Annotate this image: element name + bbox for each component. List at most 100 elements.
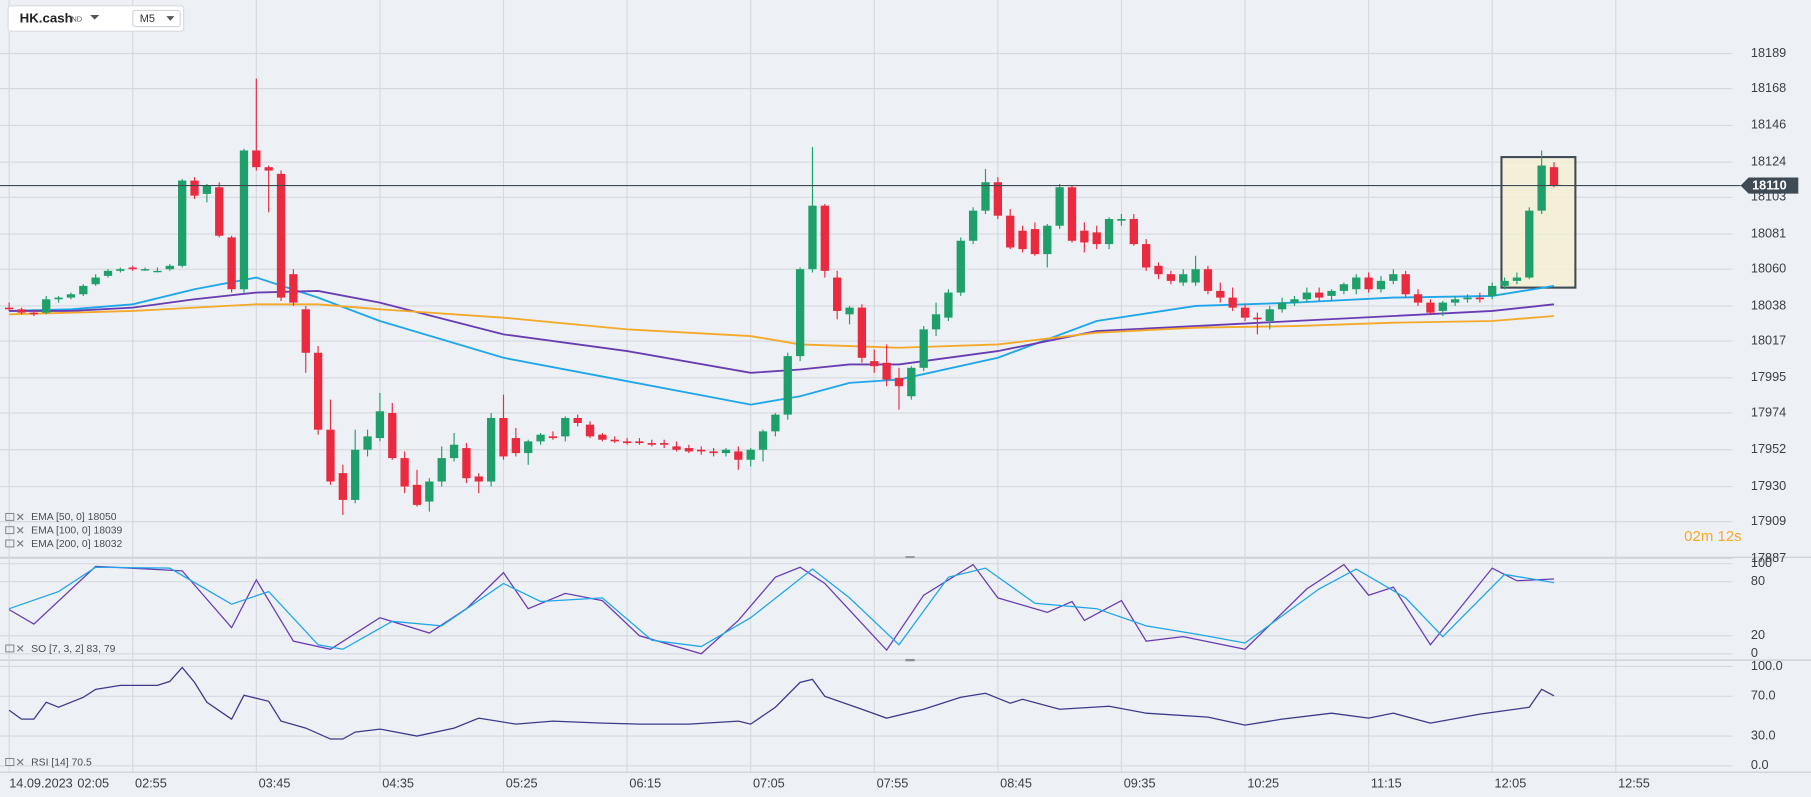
y-tick-label: 70.0: [1751, 689, 1776, 703]
candle-body: [1500, 280, 1509, 286]
market: IND: [69, 15, 82, 24]
candle-body: [795, 269, 805, 357]
indicator-line: [8, 563, 1555, 655]
candle-body: [536, 434, 545, 442]
y-tick-label: 17952: [1751, 442, 1786, 456]
candle-body: [153, 270, 162, 273]
legend-close: [16, 526, 24, 534]
candle-body: [1277, 302, 1287, 310]
candle-body: [264, 167, 273, 171]
candle-body: [734, 451, 743, 460]
indicator-line: [8, 666, 1555, 740]
candle-body: [1179, 274, 1188, 283]
candle-body: [1030, 229, 1040, 255]
candle-body: [91, 277, 100, 285]
candle-body: [227, 237, 236, 290]
candle-body: [79, 285, 88, 295]
legend-close: [16, 758, 24, 766]
candle-body: [1389, 274, 1398, 281]
candle-body: [622, 441, 632, 444]
y-tick-label: 18168: [1751, 81, 1786, 95]
candle-body: [1537, 165, 1546, 211]
candle-body: [1438, 302, 1447, 311]
candle-body: [672, 446, 681, 450]
y-tick-label: 18146: [1751, 118, 1786, 132]
candle-body: [29, 312, 39, 315]
candle-body: [215, 187, 224, 236]
candle-body: [1302, 292, 1311, 300]
candle-body: [1104, 219, 1114, 245]
candle-body: [907, 367, 916, 397]
candle-body: [326, 429, 335, 482]
candle-body: [598, 434, 607, 440]
legend-icon: [5, 758, 15, 766]
x-tick-label: 07:05: [753, 777, 785, 791]
candle-body: [709, 451, 718, 454]
candle-body: [1154, 265, 1163, 275]
candle-body: [313, 352, 323, 430]
legend-entry: EMA [100, 0] 18039: [31, 526, 122, 537]
candle-body: [116, 269, 125, 271]
legend-entry: EMA [50, 0] 18050: [31, 512, 117, 523]
candle-body: [1142, 244, 1151, 268]
candle-body: [894, 377, 904, 387]
candle-body: [1240, 307, 1250, 318]
candle-body: [66, 294, 76, 298]
legend-icon: [5, 526, 15, 535]
candle-body: [944, 292, 953, 318]
candle-body: [363, 436, 372, 450]
legend-icon: [5, 539, 15, 548]
candle-body: [635, 441, 644, 444]
y-tick-label: 18017: [1751, 333, 1786, 347]
candle-body: [1426, 302, 1435, 313]
candle-body: [140, 269, 150, 271]
candle-body: [1043, 225, 1052, 255]
candle-body: [1512, 277, 1522, 281]
y-tick-label: 100.0: [1751, 659, 1783, 673]
candle-body: [524, 441, 533, 454]
legend-icon: [5, 644, 15, 653]
candle-body: [1055, 187, 1064, 226]
candle-body: [808, 205, 817, 270]
dropdown-arrow[interactable]: [90, 15, 100, 20]
grid-layer: [0, 0, 1733, 772]
candle-body: [1228, 297, 1237, 308]
candle-body: [103, 270, 113, 276]
candle-body: [1450, 299, 1460, 303]
candle-body: [870, 361, 879, 367]
candle-body: [684, 448, 694, 452]
candle-body: [610, 439, 619, 442]
candle-body: [474, 476, 483, 482]
candle-body: [1117, 219, 1126, 221]
candle-body: [1376, 280, 1386, 290]
dropdown-arrow[interactable]: [166, 16, 175, 21]
candle-body: [412, 484, 422, 505]
candle-body: [956, 240, 965, 293]
candle-body: [746, 449, 755, 460]
symbol: HK.cash: [20, 11, 73, 26]
candle-body: [165, 265, 174, 270]
y-tick-label: 80: [1751, 574, 1765, 588]
candle-body: [647, 443, 656, 445]
candle-body: [178, 180, 187, 266]
date-label: 14.09.2023: [9, 777, 72, 791]
candle-body: [486, 417, 496, 482]
y-tick-label: 100: [1751, 556, 1772, 570]
x-tick-label: 05:25: [506, 777, 538, 791]
candle-body: [771, 414, 780, 432]
candle-body: [845, 307, 854, 315]
candle-body: [968, 210, 978, 241]
legend-close: [16, 513, 24, 521]
y-tick-label: 18124: [1751, 155, 1786, 169]
x-tick-label: 09:35: [1124, 777, 1156, 791]
indicator-line: [9, 289, 1555, 374]
candle-body: [721, 449, 731, 454]
candle-body: [882, 362, 891, 380]
y-tick-label: 0: [1751, 646, 1758, 660]
timeframe-box[interactable]: [132, 9, 181, 28]
candle-body: [1401, 274, 1410, 295]
instrument-selector[interactable]: HK.cash IND M5: [7, 5, 185, 32]
